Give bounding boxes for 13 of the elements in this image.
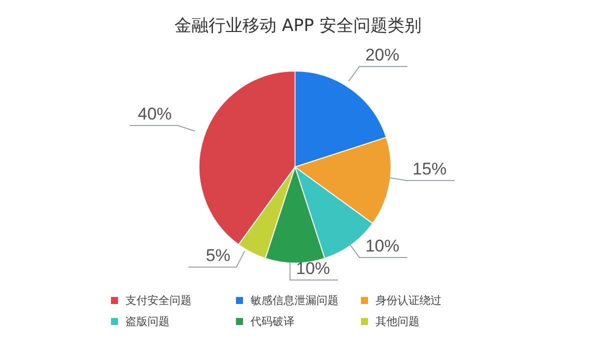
data-label: 5% xyxy=(206,246,230,266)
legend-label: 敏感信息泄漏问题 xyxy=(250,293,338,308)
data-label: 10% xyxy=(296,259,330,278)
legend-label: 代码破译 xyxy=(250,314,294,329)
legend-label: 支付安全问题 xyxy=(126,293,192,308)
data-label: 10% xyxy=(365,236,400,256)
data-label: 15% xyxy=(412,159,447,178)
legend-label: 其他问题 xyxy=(376,314,420,329)
legend-label: 身份认证绕过 xyxy=(376,293,442,308)
chart-title: 金融行业移动 APP 安全问题类别 xyxy=(174,15,422,37)
data-label: 20% xyxy=(365,46,400,65)
data-label: 40% xyxy=(138,104,172,124)
legend-label: 盗版问题 xyxy=(126,314,170,329)
